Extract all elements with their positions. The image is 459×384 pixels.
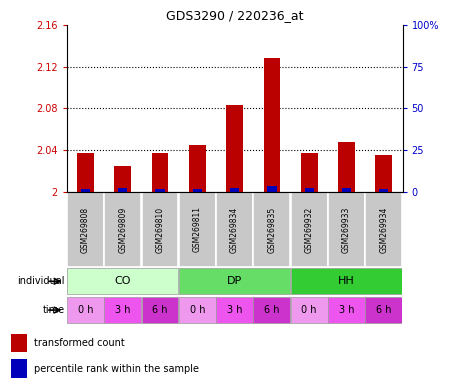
Text: HH: HH [337,276,354,286]
Bar [141,192,178,267]
Text: GSM269933: GSM269933 [341,206,350,253]
Bar [179,268,290,294]
Bar [118,188,127,192]
Bar [263,58,280,192]
Bar [226,105,242,192]
Bar [11,359,27,377]
Bar [378,189,387,192]
Text: GSM269835: GSM269835 [267,206,276,253]
Text: 0 h: 0 h [78,305,93,314]
Bar [253,297,290,323]
Text: transformed count: transformed count [34,338,124,348]
Bar [114,166,131,192]
Bar [67,192,104,267]
Bar [141,297,178,323]
Text: GSM269808: GSM269808 [81,206,90,253]
Bar [304,188,313,192]
Text: GSM269811: GSM269811 [192,207,202,252]
Text: DP: DP [226,276,242,286]
Bar [364,192,402,267]
Bar [267,186,276,192]
Text: time: time [42,305,64,314]
Text: GSM269932: GSM269932 [304,206,313,253]
Text: GSM269834: GSM269834 [230,206,239,253]
Bar [253,192,290,267]
Bar [216,192,252,267]
Text: GSM269934: GSM269934 [379,206,387,253]
Bar [327,297,364,323]
Bar [364,297,402,323]
Bar [81,189,90,192]
Bar [155,189,164,192]
Title: GDS3290 / 220236_at: GDS3290 / 220236_at [166,9,302,22]
Bar [341,188,350,192]
Text: 6 h: 6 h [152,305,168,314]
Bar [67,268,178,294]
Text: GSM269810: GSM269810 [155,206,164,253]
Bar [11,333,27,352]
Bar [290,268,402,294]
Bar [375,156,392,192]
Text: 3 h: 3 h [115,305,130,314]
Text: 3 h: 3 h [226,305,242,314]
Bar [151,153,168,192]
Text: CO: CO [114,276,131,286]
Bar [67,297,104,323]
Text: percentile rank within the sample: percentile rank within the sample [34,364,198,374]
Text: 3 h: 3 h [338,305,353,314]
Bar [337,142,354,192]
Bar [290,192,327,267]
Text: 0 h: 0 h [189,305,205,314]
Text: 6 h: 6 h [263,305,279,314]
Bar [104,192,141,267]
Text: GSM269809: GSM269809 [118,206,127,253]
Bar [77,153,94,192]
Text: individual: individual [17,276,64,286]
Bar [290,297,327,323]
Bar [179,297,215,323]
Bar [230,188,239,192]
Bar [300,153,317,192]
Bar [327,192,364,267]
Text: 6 h: 6 h [375,305,391,314]
Bar [104,297,141,323]
Text: 0 h: 0 h [301,305,316,314]
Bar [192,189,202,192]
Bar [216,297,252,323]
Bar [189,145,205,192]
Bar [179,192,215,267]
